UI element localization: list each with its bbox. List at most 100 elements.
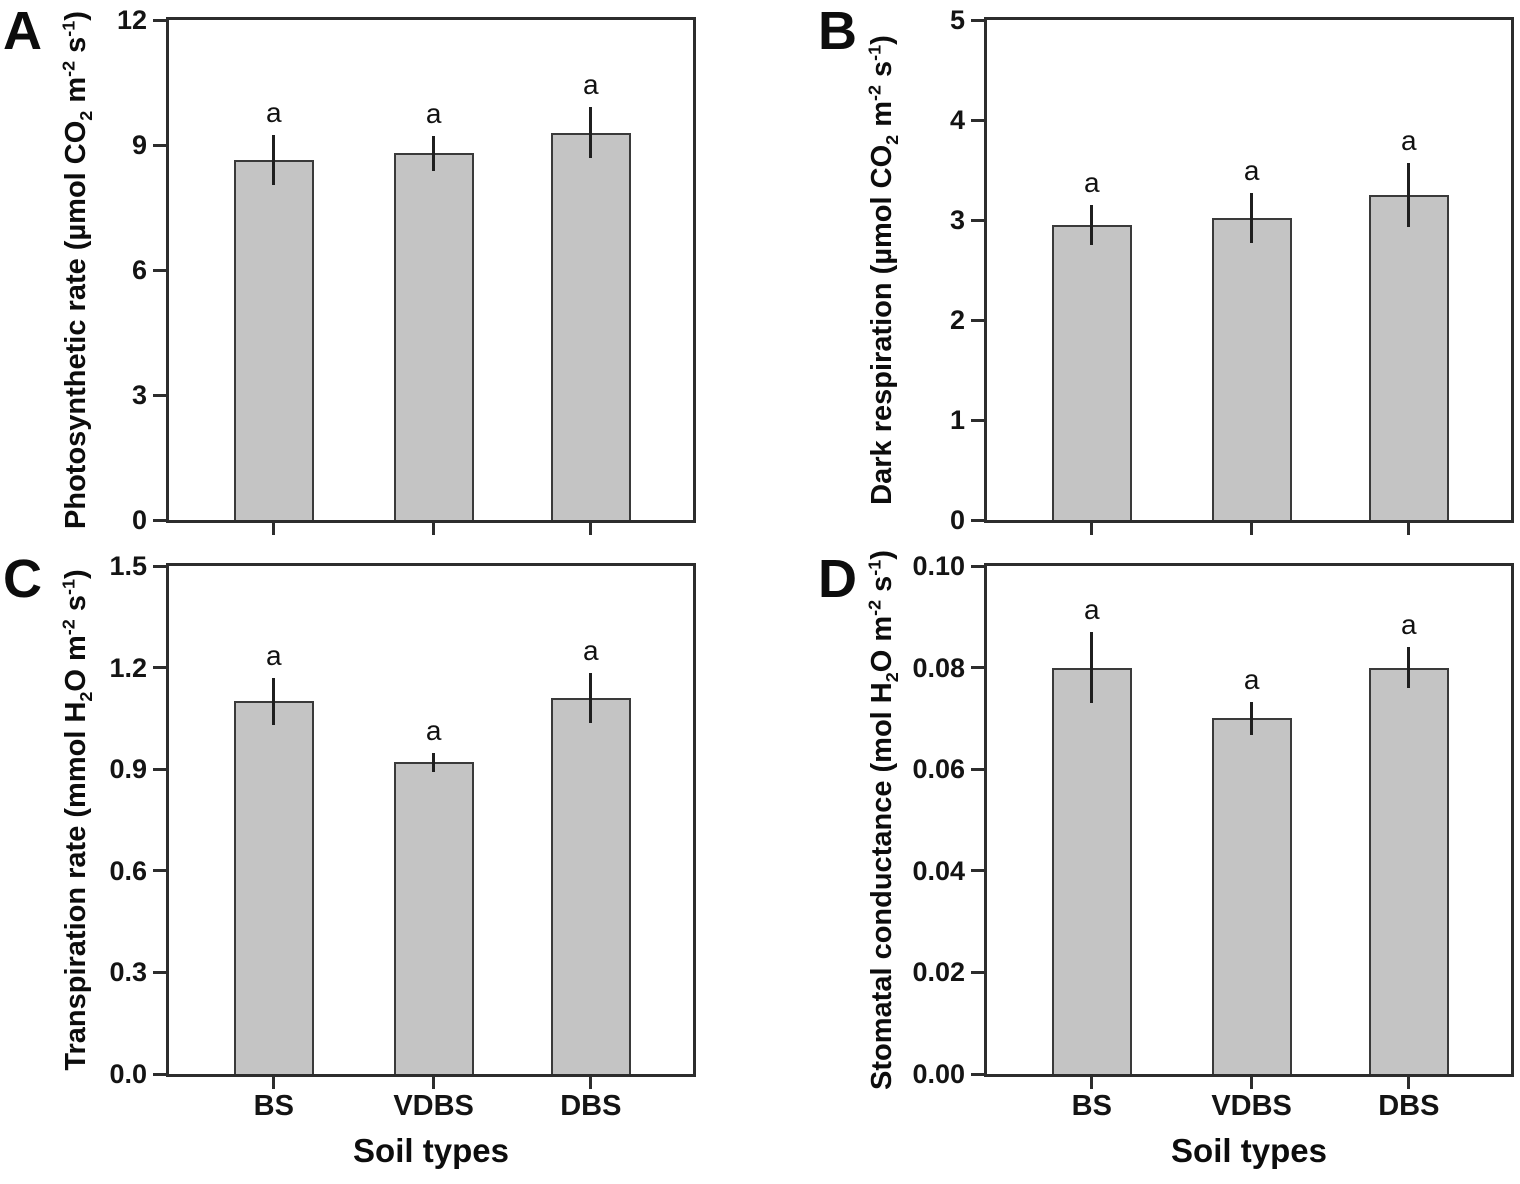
y-tick-mark xyxy=(153,268,166,272)
error-bar-bs xyxy=(1090,205,1094,245)
bar-bs xyxy=(1051,667,1132,1074)
x-tick-mark xyxy=(272,523,276,535)
bar-vdbs xyxy=(1211,218,1292,520)
significance-letter: a xyxy=(1401,125,1417,156)
y-tick-mark xyxy=(971,218,984,222)
bar-dbs xyxy=(550,132,631,520)
plot-area-panel-d: 0.00 0.02 0.04 0.06 0.08 0.10 a BS a VDBS a DBS xyxy=(912,551,1514,1122)
bar-vdbs xyxy=(1211,718,1292,1074)
x-tick-mark xyxy=(1407,1077,1411,1089)
error-bar-bs xyxy=(272,677,276,726)
bar-dbs xyxy=(1368,195,1449,520)
x-tick-mark xyxy=(589,1077,593,1089)
y-axis-title-stomatal-conductance: Stomatal conductance (mol H2O m-2 s-1) xyxy=(864,550,902,1090)
y-tick-mark xyxy=(971,1072,984,1076)
y-tick-label: 1.5 xyxy=(109,551,147,581)
error-bar-vdbs xyxy=(1250,193,1254,243)
y-tick-mark xyxy=(971,564,984,568)
y-tick-mark xyxy=(153,143,166,147)
y-tick-mark xyxy=(971,869,984,873)
y-tick-mark xyxy=(153,564,166,568)
significance-letter: a xyxy=(1243,155,1260,186)
y-tick-mark xyxy=(971,118,984,122)
y-tick-mark xyxy=(153,18,166,22)
y-tick-mark xyxy=(971,970,984,974)
y-tick-label: 0.06 xyxy=(912,754,965,785)
panel-letter-d: D xyxy=(818,549,857,609)
y-tick-label: 0.10 xyxy=(912,551,965,581)
bar-dbs xyxy=(550,698,631,1074)
significance-letter: a xyxy=(1084,594,1100,626)
y-tick-label: 0.0 xyxy=(109,1059,147,1089)
error-bar-bs xyxy=(272,134,276,185)
panel-letter-a: A xyxy=(3,1,42,61)
y-tick-mark xyxy=(971,767,984,771)
y-tick-label: 0.02 xyxy=(912,957,965,988)
plot-area-panel-a: 0 3 6 9 12 a a a xyxy=(117,5,696,535)
y-tick-label: 0.6 xyxy=(109,855,147,886)
error-bar-dbs xyxy=(589,672,593,724)
y-tick-mark xyxy=(153,518,166,522)
x-tick-label-vdbs: VDBS xyxy=(1211,1090,1292,1122)
y-tick-mark xyxy=(971,318,984,322)
y-tick-mark xyxy=(153,869,166,873)
x-tick-mark xyxy=(1090,1077,1094,1089)
bar-bs xyxy=(1051,225,1132,520)
bar-bs xyxy=(233,701,314,1074)
significance-letter: a xyxy=(266,96,282,128)
y-tick-label: 1 xyxy=(949,405,965,435)
panel-letter-c: C xyxy=(3,549,42,609)
error-bar-vdbs xyxy=(432,135,436,171)
x-tick-mark xyxy=(272,1077,276,1089)
x-tick-label-bs: BS xyxy=(253,1090,294,1122)
error-bar-bs xyxy=(1090,632,1094,704)
y-tick-mark xyxy=(153,1072,166,1076)
error-bar-vdbs xyxy=(432,752,436,772)
error-bar-dbs xyxy=(589,106,593,159)
y-tick-label: 0.3 xyxy=(109,957,147,988)
y-tick-label: 12 xyxy=(116,5,147,35)
y-tick-mark xyxy=(153,970,166,974)
y-tick-label: 9 xyxy=(131,130,147,160)
significance-letter: a xyxy=(1084,167,1100,198)
x-tick-mark xyxy=(432,523,436,535)
x-tick-mark xyxy=(432,1077,436,1089)
x-tick-label-vdbs: VDBS xyxy=(393,1090,474,1122)
y-tick-label: 3 xyxy=(949,205,965,235)
significance-letter: a xyxy=(266,639,282,671)
y-tick-label: 4 xyxy=(949,105,965,135)
significance-letter: a xyxy=(1401,609,1417,641)
x-axis-title-soil-types-left: Soil types xyxy=(353,1132,509,1169)
error-bar-vdbs xyxy=(1250,701,1254,736)
panel-letter-b: B xyxy=(818,1,857,61)
y-tick-label: 0.9 xyxy=(109,754,147,785)
y-axis-title-transpiration-rate: Transpiration rate (mmol H2O m-2 s-1) xyxy=(58,569,96,1071)
y-tick-mark xyxy=(971,518,984,522)
x-tick-mark xyxy=(1090,523,1094,535)
error-bar-dbs xyxy=(1407,647,1411,688)
y-tick-label: 3 xyxy=(131,380,147,410)
y-tick-mark xyxy=(971,666,984,670)
x-tick-mark xyxy=(1407,523,1411,535)
x-tick-label-bs: BS xyxy=(1071,1090,1112,1122)
error-bar-dbs xyxy=(1407,163,1411,227)
y-tick-mark xyxy=(153,666,166,670)
significance-letter: a xyxy=(425,714,442,746)
y-tick-mark xyxy=(153,767,166,771)
significance-letter: a xyxy=(583,634,599,666)
significance-letter: a xyxy=(583,68,599,100)
bar-vdbs xyxy=(393,762,474,1074)
bar-dbs xyxy=(1368,667,1449,1074)
x-tick-label-dbs: DBS xyxy=(1378,1090,1440,1122)
plot-area-panel-b: 0 1 2 3 4 5 a a a xyxy=(950,5,1514,535)
bar-bs xyxy=(233,159,314,520)
y-tick-label: 6 xyxy=(131,255,147,285)
x-axis-title-soil-types-right: Soil types xyxy=(1171,1132,1327,1169)
y-tick-label: 1.2 xyxy=(109,652,147,683)
y-tick-label: 0.00 xyxy=(912,1059,965,1089)
bar-vdbs xyxy=(393,153,474,520)
y-tick-label: 2 xyxy=(949,305,965,335)
x-tick-mark xyxy=(589,523,593,535)
y-tick-label: 0 xyxy=(949,505,965,535)
